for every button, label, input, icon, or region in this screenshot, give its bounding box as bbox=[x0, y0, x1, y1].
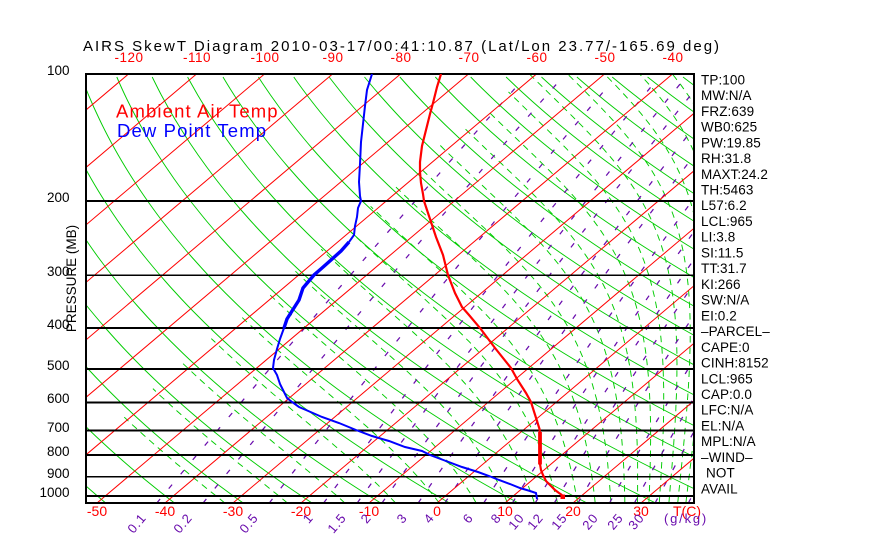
svg-text:700: 700 bbox=[47, 420, 70, 435]
svg-text:RH:31.8: RH:31.8 bbox=[701, 151, 751, 166]
svg-text:-80: -80 bbox=[390, 50, 411, 65]
svg-text:SI:11.5: SI:11.5 bbox=[701, 245, 743, 260]
svg-text:600: 600 bbox=[47, 391, 70, 406]
svg-text:900: 900 bbox=[47, 466, 70, 481]
svg-text:100: 100 bbox=[47, 63, 70, 78]
svg-text:LFC:N/A: LFC:N/A bbox=[701, 403, 753, 418]
svg-text:-40: -40 bbox=[155, 503, 175, 519]
svg-text:MW:N/A: MW:N/A bbox=[701, 88, 752, 103]
svg-text:MPL:N/A: MPL:N/A bbox=[701, 434, 756, 449]
svg-text:20: 20 bbox=[565, 503, 581, 519]
svg-text:30: 30 bbox=[633, 503, 649, 519]
svg-text:CAP:0.0: CAP:0.0 bbox=[701, 387, 752, 402]
svg-text:-40: -40 bbox=[662, 50, 683, 65]
svg-text:–PARCEL–: –PARCEL– bbox=[701, 324, 770, 339]
svg-text:-30: -30 bbox=[223, 503, 243, 519]
svg-text:L57:6.2: L57:6.2 bbox=[701, 198, 747, 213]
svg-text:LCL:965: LCL:965 bbox=[701, 371, 753, 386]
svg-text:WB0:625: WB0:625 bbox=[701, 120, 757, 135]
svg-text:-90: -90 bbox=[322, 50, 343, 65]
svg-text:MAXT:24.2: MAXT:24.2 bbox=[701, 167, 768, 182]
svg-text:400: 400 bbox=[47, 317, 70, 332]
svg-text:T(C): T(C) bbox=[673, 503, 701, 519]
svg-text:TP:100: TP:100 bbox=[701, 72, 745, 87]
svg-text:EL:N/A: EL:N/A bbox=[701, 419, 744, 434]
svg-text:-50: -50 bbox=[594, 50, 615, 65]
svg-text:-100: -100 bbox=[250, 50, 279, 65]
svg-text:LI:3.8: LI:3.8 bbox=[701, 230, 735, 245]
svg-text:0: 0 bbox=[433, 503, 441, 519]
svg-text:Ambient Air Temp: Ambient Air Temp bbox=[116, 101, 279, 122]
svg-text:-50: -50 bbox=[87, 503, 107, 519]
svg-text:(g/kg): (g/kg) bbox=[664, 511, 708, 526]
svg-text:LCL:965: LCL:965 bbox=[701, 214, 753, 229]
svg-text:CINH:8152: CINH:8152 bbox=[701, 356, 769, 371]
svg-text:-120: -120 bbox=[114, 50, 143, 65]
svg-text:10: 10 bbox=[497, 503, 513, 519]
svg-text:Dew Point Temp: Dew Point Temp bbox=[117, 120, 267, 141]
svg-text:300: 300 bbox=[47, 264, 70, 279]
svg-text:TH:5463: TH:5463 bbox=[701, 183, 753, 198]
svg-text:EI:0.2: EI:0.2 bbox=[701, 308, 737, 323]
svg-text:-20: -20 bbox=[291, 503, 311, 519]
svg-text:FRZ:639: FRZ:639 bbox=[701, 104, 754, 119]
svg-text:CAPE:0: CAPE:0 bbox=[701, 340, 750, 355]
svg-text:200: 200 bbox=[47, 190, 70, 205]
svg-text:KI:266: KI:266 bbox=[701, 277, 741, 292]
svg-text:500: 500 bbox=[47, 358, 70, 373]
svg-text:NOT: NOT bbox=[706, 466, 735, 481]
svg-text:AIRS SkewT Diagram 2010-03-17/: AIRS SkewT Diagram 2010-03-17/00:41:10.8… bbox=[83, 38, 721, 55]
svg-text:TT:31.7: TT:31.7 bbox=[701, 261, 747, 276]
svg-text:AVAIL: AVAIL bbox=[701, 481, 738, 496]
svg-text:-110: -110 bbox=[183, 50, 211, 65]
svg-text:1000: 1000 bbox=[39, 485, 69, 500]
svg-text:–WIND–: –WIND– bbox=[701, 450, 753, 465]
svg-text:800: 800 bbox=[47, 444, 70, 459]
svg-text:-60: -60 bbox=[526, 50, 547, 65]
svg-text:PW:19.85: PW:19.85 bbox=[701, 135, 761, 150]
svg-text:-70: -70 bbox=[458, 50, 479, 65]
svg-text:-10: -10 bbox=[359, 503, 379, 519]
svg-text:PRESSURE (MB): PRESSURE (MB) bbox=[64, 225, 79, 332]
svg-text:SW:N/A: SW:N/A bbox=[701, 293, 749, 308]
